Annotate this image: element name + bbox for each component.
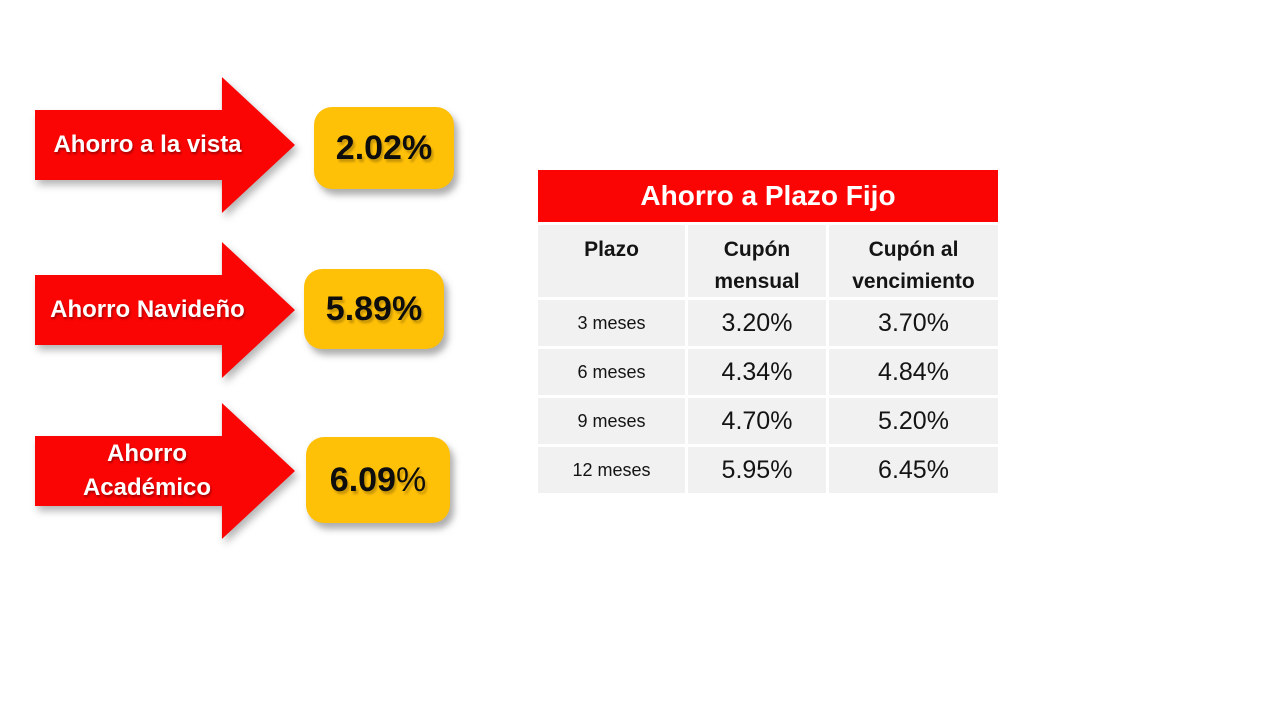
table-grid: Plazo Cupón mensual Cupón al vencimiento… [538, 225, 998, 493]
table-cell-cupon-mensual: 5.95% [688, 447, 826, 493]
percent-sign: % [391, 289, 423, 328]
table-cell-cupon-mensual: 3.20% [688, 300, 826, 346]
table-cell-cupon-vencimiento: 3.70% [829, 300, 998, 346]
right-arrow-shape: Ahorro Navideño [35, 242, 295, 378]
percent-sign: % [401, 128, 433, 167]
rate-badge-navideno: 5.89% [304, 269, 444, 349]
table-cell-cupon-vencimiento: 5.20% [829, 398, 998, 444]
table-cell-cupon-vencimiento: 4.84% [829, 349, 998, 395]
rate-badge-vista: 2.02% [314, 107, 454, 189]
table-title: Ahorro a Plazo Fijo [538, 170, 998, 222]
right-arrow-shape: Ahorro Académico [35, 403, 295, 539]
right-arrow-shape: Ahorro a la vista [35, 77, 295, 213]
table-cell-plazo: 6 meses [538, 349, 685, 395]
savings-arrow-vista-label: Ahorro a la vista [53, 130, 242, 158]
column-header-cupon-vencimiento: Cupón al vencimiento [829, 225, 998, 297]
table-cell-plazo: 3 meses [538, 300, 685, 346]
table-cell-cupon-vencimiento: 6.45% [829, 447, 998, 493]
rate-value: 2.02 [335, 128, 402, 167]
rate-badge-academico: 6.09% [306, 437, 450, 523]
rate-value: 6.09 [329, 460, 396, 499]
table-cell-cupon-mensual: 4.34% [688, 349, 826, 395]
savings-arrow-academico: Ahorro Académico [35, 403, 295, 539]
rate-value: 5.89 [325, 289, 392, 328]
column-header-cupon-mensual: Cupón mensual [688, 225, 826, 297]
savings-arrow-vista: Ahorro a la vista [35, 77, 295, 213]
table-cell-cupon-mensual: 4.70% [688, 398, 826, 444]
table-cell-plazo: 12 meses [538, 447, 685, 493]
fixed-term-table: Ahorro a Plazo Fijo Plazo Cupón mensual … [538, 170, 998, 493]
table-cell-plazo: 9 meses [538, 398, 685, 444]
savings-arrow-navideno: Ahorro Navideño [35, 242, 295, 378]
percent-sign: % [395, 460, 427, 499]
savings-arrow-navideno-label: Ahorro Navideño [50, 295, 245, 323]
column-header-plazo: Plazo [538, 225, 685, 297]
savings-arrow-academico-label: Ahorro Académico [82, 439, 212, 501]
